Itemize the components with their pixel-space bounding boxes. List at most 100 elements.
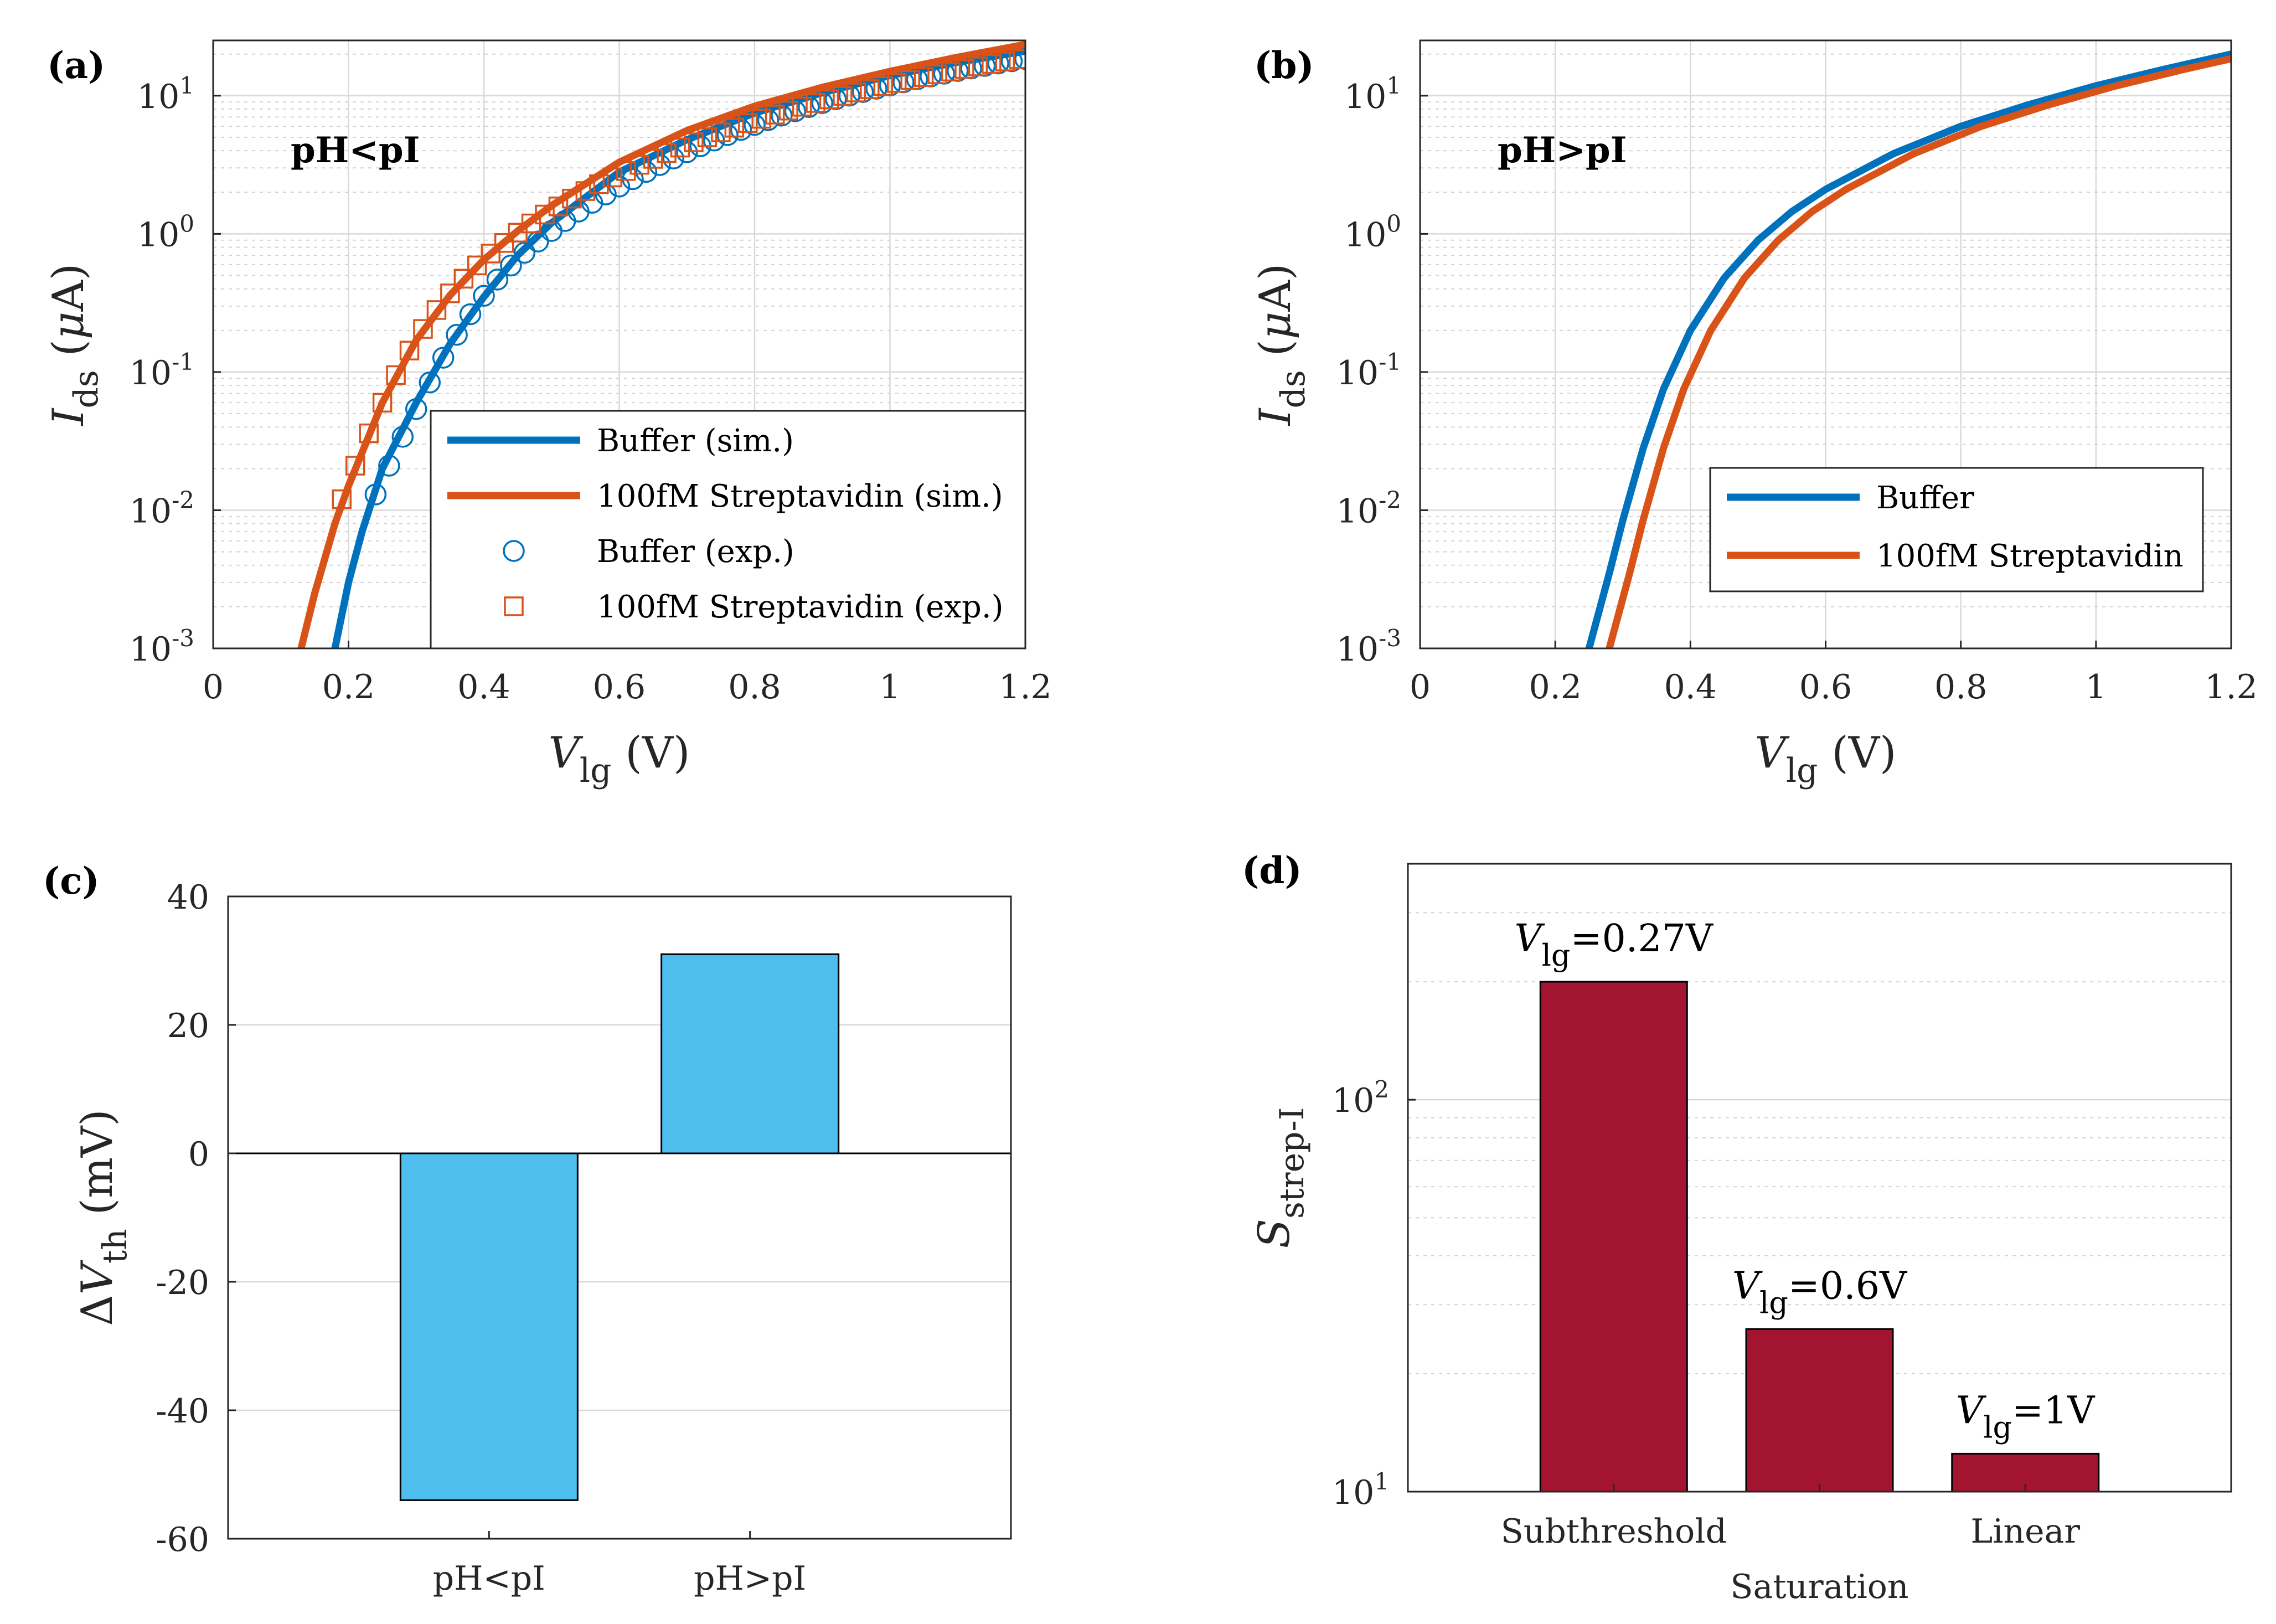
y-tick-label: 40 bbox=[167, 878, 209, 917]
bar bbox=[660, 953, 840, 1154]
panel-d: Vlg=0.27V Vlg=0.6V Vlg=1V SubthresholdSatur… bbox=[1242, 849, 2232, 1606]
data-point-square bbox=[954, 59, 974, 79]
data-point-circle bbox=[811, 92, 833, 114]
bar bbox=[1539, 981, 1688, 1493]
y-tick-label: 0 bbox=[188, 1135, 209, 1174]
data-point-circle bbox=[716, 124, 739, 146]
data-point-square bbox=[684, 132, 704, 152]
axes-frame bbox=[227, 895, 1012, 1540]
data-point-square bbox=[413, 319, 433, 339]
bar bbox=[1951, 1452, 2100, 1493]
data-point-square bbox=[982, 54, 1002, 74]
data-point-square bbox=[751, 109, 771, 129]
y-axis-label: Ids (μA) bbox=[44, 264, 106, 427]
legend-entry: 100fM Streptavidin (exp.) bbox=[597, 589, 1004, 625]
x-tick-label: Subthreshold bbox=[1501, 1512, 1727, 1551]
data-point-square bbox=[792, 97, 812, 117]
data-point-circle bbox=[676, 141, 698, 163]
legend-entry: Buffer bbox=[1876, 480, 1974, 516]
data-point-square bbox=[670, 137, 690, 158]
data-point-square bbox=[886, 73, 907, 93]
y-tick-label: 10-2 bbox=[1336, 486, 1401, 530]
panel-annotation: pH>pI bbox=[1498, 130, 1627, 171]
data-point-circle bbox=[405, 398, 427, 420]
data-point-circle bbox=[391, 426, 414, 448]
data-point-square bbox=[372, 393, 393, 413]
bar bbox=[399, 1152, 579, 1501]
x-tick-label: Linear bbox=[1970, 1512, 2080, 1551]
data-layer bbox=[297, 40, 1025, 648]
panel-label: (c) bbox=[43, 859, 100, 903]
bar-annotation: Vlg=0.27V bbox=[1515, 917, 1714, 973]
data-point-square bbox=[386, 365, 406, 385]
x-tick-label: pH>pI bbox=[694, 1559, 806, 1598]
y-tick-label: 10-3 bbox=[130, 625, 194, 669]
y-tick-label: 101 bbox=[1344, 72, 1401, 116]
y-axis-label: Sstrep-I bbox=[1250, 1107, 1312, 1249]
data-point-square bbox=[860, 79, 880, 99]
data-point-circle bbox=[595, 183, 617, 205]
legend-box bbox=[430, 410, 1026, 649]
panel-label: (d) bbox=[1242, 849, 1302, 892]
series-line bbox=[1606, 55, 2231, 648]
data-point-square bbox=[399, 341, 420, 360]
plot-area bbox=[228, 896, 1011, 1539]
data-point-circle bbox=[1014, 48, 1025, 70]
panel-a: 0 0.2 0.4 0.6 0.8 1 1.2 101 100 10-1 10-2 10-3 Vlg (… bbox=[44, 39, 1052, 790]
data-point-square bbox=[562, 188, 582, 209]
x-axis-label: Vlg (V) bbox=[549, 728, 690, 790]
y-axis-label: Ids (μA) bbox=[1251, 264, 1313, 427]
data-point-square bbox=[927, 64, 947, 84]
data-point-square bbox=[453, 269, 474, 289]
data-point-square bbox=[765, 105, 785, 125]
data-point-circle bbox=[419, 372, 441, 394]
data-point-square bbox=[629, 154, 649, 175]
x-tick-label: pH<pI bbox=[433, 1559, 545, 1598]
data-point-square bbox=[806, 93, 825, 113]
series-line bbox=[297, 40, 1025, 648]
x-tick-label: 1 bbox=[2086, 668, 2107, 707]
panel-label: (a) bbox=[47, 44, 105, 87]
panel-annotation: pH<pI bbox=[291, 130, 420, 171]
data-point-square bbox=[941, 61, 961, 82]
legend-square-swatch bbox=[504, 596, 524, 616]
y-tick-label: 101 bbox=[1332, 1468, 1389, 1512]
legend-entry: Buffer (sim.) bbox=[597, 423, 794, 459]
x-tick-label: Saturation bbox=[1730, 1568, 1908, 1606]
panel-b: 0 0.2 0.4 0.6 0.8 1 1.2 101 100 10-1 10-2 10-3 Vlg (… bbox=[1251, 39, 2258, 790]
y-tick-label: 10-1 bbox=[130, 348, 194, 393]
data-point-square bbox=[345, 456, 365, 476]
data-point-square bbox=[778, 100, 798, 121]
data-point-square bbox=[657, 143, 677, 163]
data-point-square bbox=[575, 181, 596, 201]
x-tick-label: 0.6 bbox=[593, 668, 646, 707]
y-tick-label: 20 bbox=[167, 1007, 209, 1045]
data-layer bbox=[1585, 50, 2231, 648]
data-point-circle bbox=[730, 118, 752, 141]
data-point-circle bbox=[635, 161, 658, 183]
data-point-square bbox=[697, 127, 718, 147]
x-tick-label: 0.8 bbox=[728, 668, 781, 707]
data-point-square bbox=[481, 244, 500, 264]
legend-entry: Buffer (exp.) bbox=[597, 534, 794, 570]
legend-circle-swatch bbox=[503, 540, 525, 562]
y-axis-label: ΔVth (mV) bbox=[73, 1109, 135, 1326]
data-point-circle bbox=[432, 347, 455, 369]
x-tick-label: 0.2 bbox=[1529, 668, 1581, 707]
data-point-circle bbox=[378, 455, 400, 477]
data-point-circle bbox=[662, 147, 685, 170]
data-point-square bbox=[833, 86, 853, 106]
data-point-square bbox=[359, 423, 379, 444]
data-point-circle bbox=[459, 303, 482, 326]
data-point-square bbox=[995, 51, 1015, 71]
axes-frame bbox=[1407, 863, 2232, 1493]
x-tick-label: 1.2 bbox=[999, 668, 1051, 707]
bar-annotation: Vlg=0.6V bbox=[1732, 1264, 1908, 1320]
data-point-square bbox=[616, 161, 636, 181]
y-tick-label: -60 bbox=[156, 1520, 209, 1559]
data-point-circle bbox=[486, 269, 509, 291]
y-tick-label: -20 bbox=[156, 1264, 209, 1302]
legend-entry: 100fM Streptavidin bbox=[1876, 538, 2184, 574]
data-point-square bbox=[332, 489, 352, 509]
